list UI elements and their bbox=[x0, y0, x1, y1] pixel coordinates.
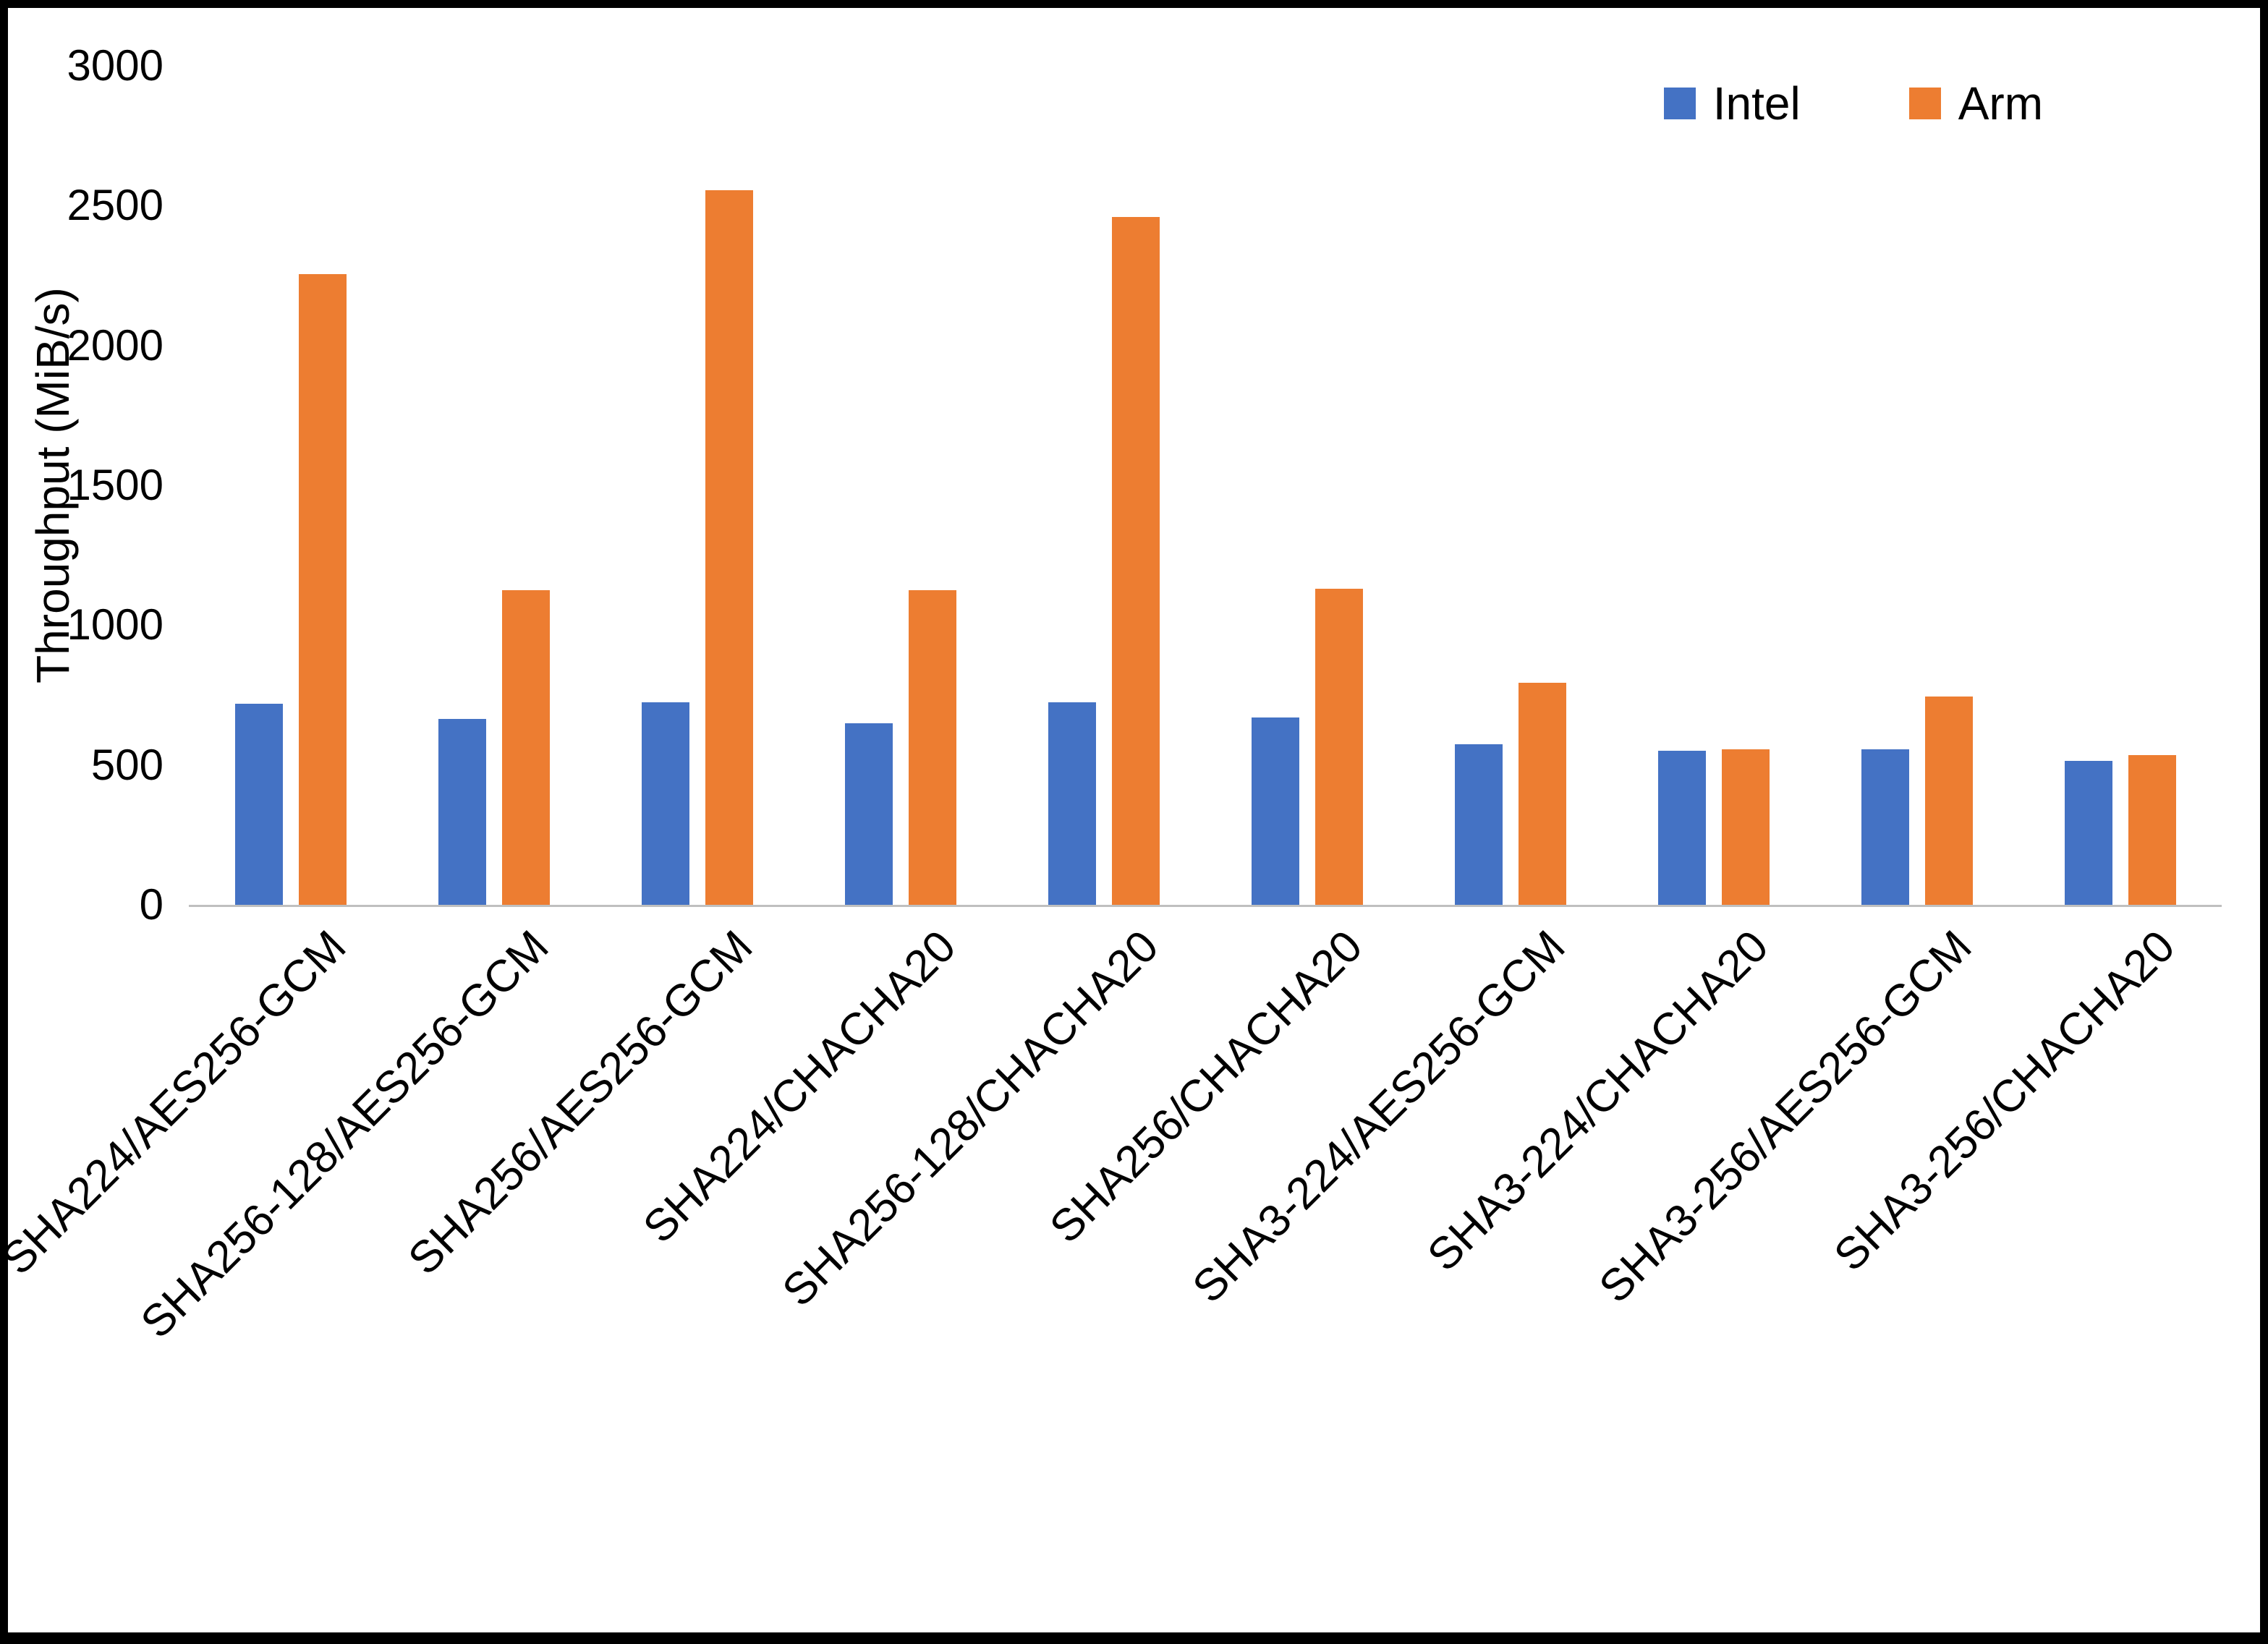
x-category-label: SHA256/AES256-GCM bbox=[398, 921, 762, 1285]
bar-intel-8 bbox=[1657, 751, 1706, 905]
plot-area bbox=[189, 66, 2222, 907]
bar-arm-1 bbox=[298, 274, 347, 905]
x-category-label: SHA3-256/CHACHA20 bbox=[1825, 921, 2185, 1281]
legend-label: Arm bbox=[1958, 77, 2043, 129]
bar-intel-6 bbox=[1251, 717, 1299, 905]
bar-arm-9 bbox=[1924, 696, 1973, 905]
legend-swatch-arm bbox=[1908, 88, 1941, 119]
y-tick-label: 2000 bbox=[67, 320, 163, 370]
y-axis: 0 500 1000 1500 2000 2500 3000 bbox=[30, 41, 163, 929]
bar-intel-7 bbox=[1454, 744, 1503, 905]
legend: Intel Arm bbox=[1663, 77, 2043, 130]
y-tick-label: 0 bbox=[139, 880, 163, 929]
y-tick-label: 3000 bbox=[67, 41, 163, 90]
bar-intel-2 bbox=[438, 718, 486, 905]
x-category-label: SHA256-128/AES256-GCM bbox=[132, 921, 558, 1348]
bar-arm-7 bbox=[1518, 682, 1566, 905]
x-category-label: SHA224/AES256-GCM bbox=[0, 921, 355, 1285]
x-category-label: SHA3-224/CHACHA20 bbox=[1418, 921, 1778, 1281]
x-category-label: SHA256-128/CHACHA20 bbox=[773, 921, 1168, 1316]
bar-arm-3 bbox=[705, 190, 753, 905]
legend-item-intel: Intel bbox=[1663, 77, 1801, 130]
legend-item-arm: Arm bbox=[1908, 77, 2043, 130]
x-axis-labels: SHA224/AES256-GCM SHA256-128/AES256-GCM SH… bbox=[8, 921, 2222, 1608]
bar-intel-10 bbox=[2064, 760, 2112, 905]
y-tick-label: 1500 bbox=[67, 461, 163, 509]
legend-label: Intel bbox=[1712, 77, 1801, 129]
bar-arm-4 bbox=[908, 590, 956, 905]
bar-intel-9 bbox=[1861, 749, 1909, 905]
bar-arm-8 bbox=[1721, 749, 1770, 905]
y-tick-label: 2500 bbox=[67, 181, 163, 230]
y-tick-label: 500 bbox=[90, 740, 163, 789]
bar-intel-4 bbox=[844, 723, 893, 905]
bar-arm-5 bbox=[1111, 216, 1160, 905]
bar-arm-2 bbox=[501, 590, 550, 905]
bar-intel-5 bbox=[1048, 702, 1096, 905]
bar-intel-1 bbox=[234, 703, 283, 905]
bar-intel-3 bbox=[641, 702, 689, 905]
x-category-label: SHA3-256/AES256-GCM bbox=[1590, 921, 1982, 1313]
y-tick-label: 1000 bbox=[67, 600, 163, 649]
x-category-label: SHA3-224/AES256-GCM bbox=[1184, 921, 1575, 1313]
bar-arm-6 bbox=[1314, 589, 1363, 905]
bar-arm-10 bbox=[2128, 755, 2176, 905]
legend-swatch-intel bbox=[1663, 88, 1696, 119]
